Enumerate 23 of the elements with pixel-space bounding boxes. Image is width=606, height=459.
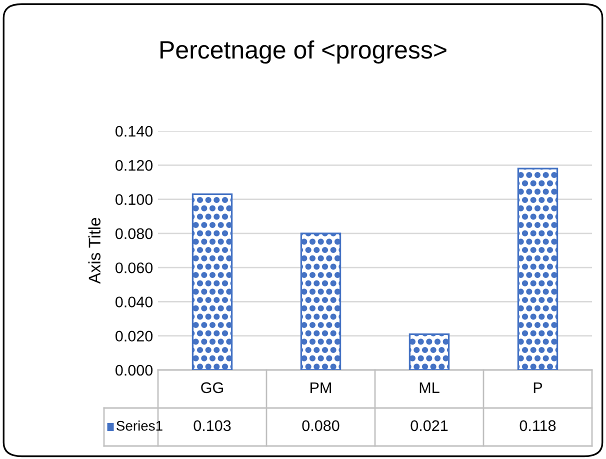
x-tick-label: GG <box>201 382 223 394</box>
y-axis-title: Axis Title <box>88 218 101 284</box>
y-tick-label: 0.000 <box>116 364 153 376</box>
x-tick-label: P <box>534 382 542 393</box>
text: Series1 <box>116 420 162 431</box>
bar <box>517 168 558 370</box>
y-tick-label: 0.120 <box>116 160 153 171</box>
x-tick-label: ML <box>420 382 440 393</box>
y-tick-label: 0.020 <box>116 330 153 342</box>
y-tick-label: 0.040 <box>116 296 153 308</box>
bar <box>192 193 233 370</box>
chart-title: Percetnage of <progress> <box>160 40 446 64</box>
data-label: 0.103 <box>194 420 231 432</box>
y-tick-label: 0.060 <box>116 262 153 274</box>
bar <box>408 333 450 370</box>
y-tick-label: 0.140 <box>116 126 153 137</box>
x-tick-label: PM <box>310 382 331 393</box>
y-tick-label: 0.080 <box>116 228 153 240</box>
data-label: 0.118 <box>520 420 556 432</box>
data-label: 0.080 <box>302 420 340 432</box>
bar <box>300 232 342 370</box>
data-label: 0.021 <box>410 420 448 432</box>
y-tick-label: 0.100 <box>116 194 153 205</box>
